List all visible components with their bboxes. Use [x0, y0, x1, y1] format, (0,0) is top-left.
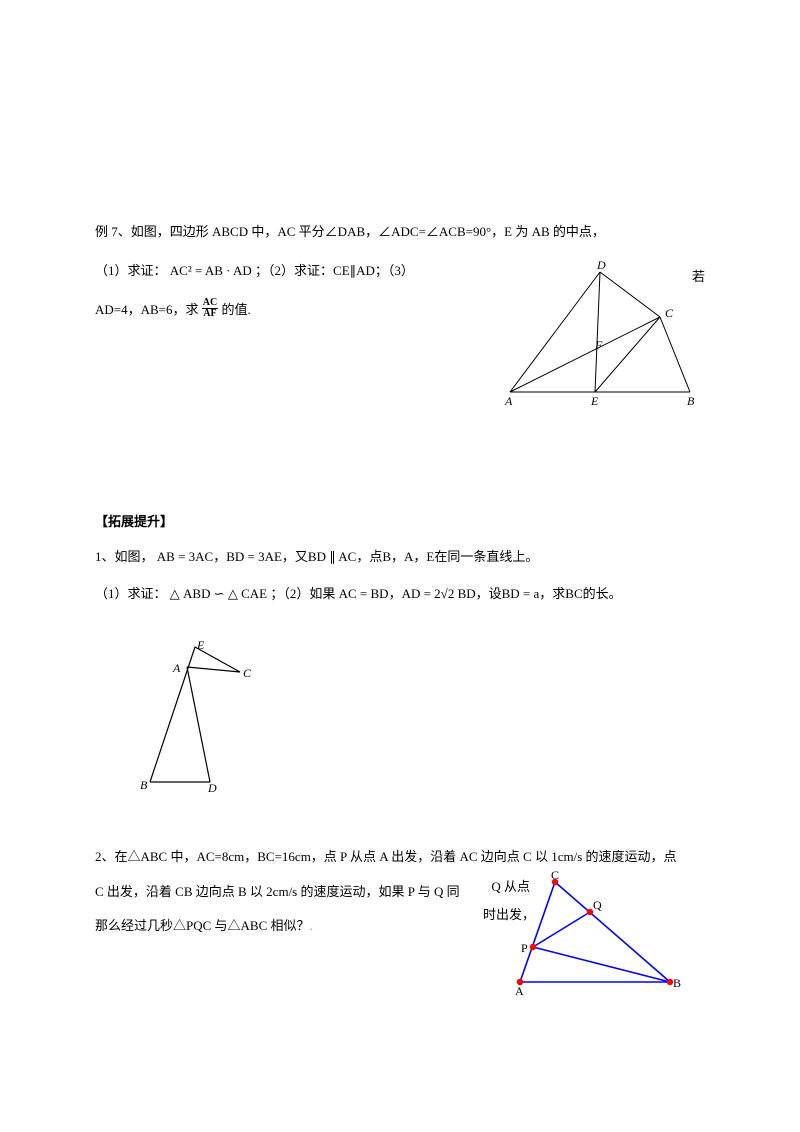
p3-line2a: C 出发，沿着 CB 边向点 B 以 2cm/s 的速度运动，如果 P 与 Q … [95, 884, 460, 899]
p1-line2a: （1）求证： [95, 263, 167, 278]
svg-text:D: D [596, 258, 606, 272]
svg-text:B: B [673, 976, 681, 990]
p1-line1: 例 7、如图，四边形 ABCD 中，AC 平分∠DAB，∠ADC=∠ACB=90… [95, 222, 705, 243]
svg-text:A: A [515, 984, 524, 997]
p1-formula-ac2: AC² = AB · AD [170, 263, 252, 278]
svg-fig2: E A C B D [135, 637, 265, 797]
p1-line3b: 的值. [221, 302, 250, 317]
problem-example-7: 例 7、如图，四边形 ABCD 中，AC 平分∠DAB，∠ADC=∠ACB=90… [95, 222, 705, 412]
p2-line1-formula: AB = 3AC，BD = 3AE，又BD ∥ AC，点B，A，E在同一条直线上… [157, 549, 539, 564]
problem-extension-1: 1、如图， AB = 3AC，BD = 3AE，又BD ∥ AC，点B，A，E在… [95, 547, 705, 807]
p2-line1: 1、如图， AB = 3AC，BD = 3AE，又BD ∥ AC，点B，A，E在… [95, 547, 705, 568]
p1-line3a: AD=4，AB=6，求 [95, 302, 199, 317]
figure-quadrilateral-abcd: A E B D C F [495, 257, 705, 407]
svg-text:B: B [687, 394, 695, 407]
svg-text:P: P [521, 941, 528, 955]
svg-text:C: C [243, 666, 252, 680]
figure-triangle-abd-cae: E A C B D [135, 637, 265, 797]
svg-text:E: E [590, 394, 599, 407]
p2-line2a: （1）求证： [95, 586, 167, 601]
figure-triangle-abc-pq: A B C P Q [495, 867, 685, 997]
svg-text:Q: Q [593, 898, 602, 912]
p2-line2-f2: AC = BD，AD = 2√2 BD，设BD = a，求BC的长。 [339, 586, 622, 601]
p2-line2b: ；（2）如果 [270, 586, 338, 601]
svg-fig1: A E B D C F [495, 257, 705, 407]
svg-text:D: D [207, 781, 217, 795]
frac-den: AF [202, 309, 218, 320]
p2-line2: （1）求证： △ ABD ∽ △ CAE ；（2）如果 AC = BD，AD =… [95, 584, 705, 605]
svg-text:A: A [504, 394, 513, 407]
p3-line1: 2、在△ABC 中，AC=8cm，BC=16cm，点 P 从点 A 出发，沿着 … [95, 847, 705, 868]
svg-text:C: C [665, 306, 674, 320]
p2-line2-f1: △ ABD ∽ △ CAE [170, 586, 267, 601]
svg-text:A: A [172, 661, 181, 675]
svg-fig3: A B C P Q [495, 867, 685, 997]
fraction-ac-af: AC AF [202, 298, 218, 320]
p2-line1a: 1、如图， [95, 549, 154, 564]
problem-extension-2: 2、在△ABC 中，AC=8cm，BC=16cm，点 P 从点 A 出发，沿着 … [95, 847, 705, 987]
section-heading-extension: 【拓展提升】 [95, 512, 705, 533]
svg-text:F: F [594, 338, 603, 352]
p1-line2b: ；（2）求证：CE∥AD；（3） [255, 263, 414, 278]
svg-text:E: E [196, 638, 205, 652]
p3-line3-text: 那么经过几秒△PQC 与△ABC 相似？ [95, 918, 310, 933]
svg-text:C: C [551, 868, 559, 882]
svg-text:B: B [140, 778, 148, 792]
